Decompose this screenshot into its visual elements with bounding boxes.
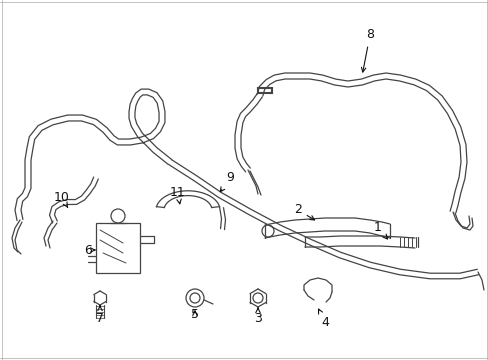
Text: 6: 6 [84,243,95,256]
Text: 1: 1 [373,221,386,239]
Text: 7: 7 [96,306,104,324]
Text: 11: 11 [170,186,185,204]
Text: 9: 9 [220,171,233,192]
Text: 3: 3 [254,308,262,324]
Text: 5: 5 [191,309,199,321]
Text: 4: 4 [318,309,328,328]
Text: 10: 10 [54,192,70,207]
Text: 2: 2 [293,203,314,220]
Bar [96,223,140,273]
Text: 8: 8 [361,28,373,72]
